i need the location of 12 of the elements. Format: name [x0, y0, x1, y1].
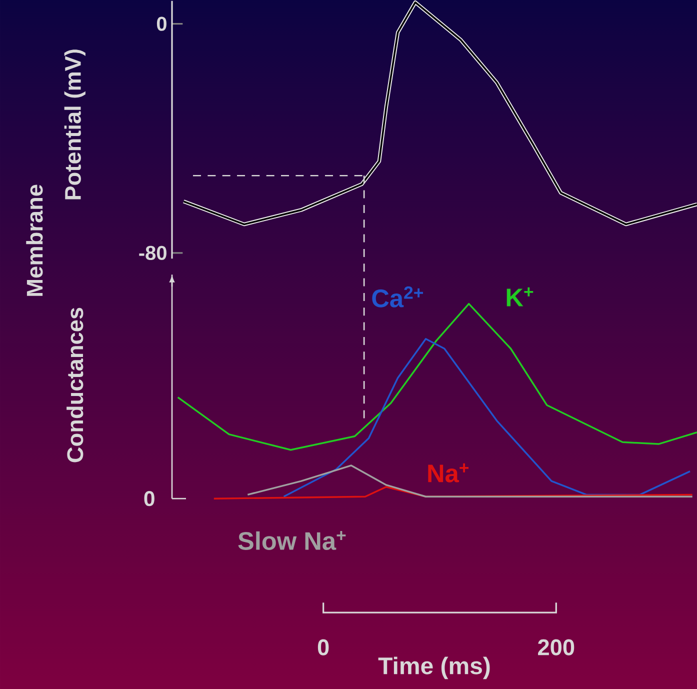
series-label: Ca$^{2+}$ [372, 286, 424, 308]
y-tick-label: -80 [139, 246, 166, 260]
series-label: K$^{+}$ [506, 287, 534, 306]
series-label: Na$^{+}$ [428, 463, 469, 482]
x-tick-label: 200 [538, 639, 574, 656]
text: 0 [144, 491, 154, 506]
y-axis-title: Conductances [66, 308, 84, 462]
x-axis-title: Time (ms) [378, 656, 490, 680]
series-label: Slow Na$^{+}$ [238, 530, 346, 550]
y-axis-title: Potential (mV) [64, 50, 86, 200]
line-series [182, 0, 697, 226]
text: Membrane [26, 184, 43, 296]
